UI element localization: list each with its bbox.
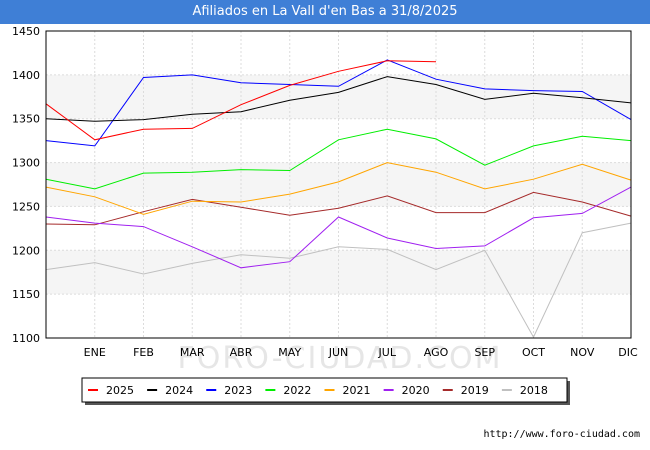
series-line-2023	[45, 59, 632, 147]
legend-label: 2018	[520, 384, 548, 397]
y-tick-label: 1150	[12, 288, 40, 301]
x-tick-label: FEB	[133, 346, 154, 359]
series-line-2022	[45, 128, 632, 190]
series-line-2018	[45, 222, 632, 339]
legend: 2025 2024 2023 2022 2021 2020 2019 2018	[81, 377, 570, 405]
series-line-2025	[45, 60, 437, 141]
legend-label: 2019	[461, 384, 489, 397]
x-tick-label: JUN	[328, 346, 349, 359]
legend-label: 2025	[106, 384, 134, 397]
x-axis-ticks: ENE FEB MAR ABR MAY JUN JUL AGO SEP OCT NOV DIC	[84, 346, 638, 359]
legend-label: 2022	[283, 384, 311, 397]
y-tick-label: 1450	[12, 25, 40, 38]
x-tick-label: OCT	[522, 346, 545, 359]
x-tick-label: ENE	[84, 346, 106, 359]
y-tick-label: 1400	[12, 69, 40, 82]
watermark: FORO-CIUDAD.COM	[178, 341, 503, 376]
x-tick-label: DIC	[618, 346, 638, 359]
x-tick-label: SEP	[474, 346, 495, 359]
y-tick-label: 1200	[12, 244, 40, 257]
legend-label: 2024	[165, 384, 193, 397]
x-tick-label: NOV	[570, 346, 595, 359]
y-tick-label: 1350	[12, 113, 40, 126]
x-tick-label: JUL	[378, 346, 397, 359]
y-tick-label: 1250	[12, 200, 40, 213]
legend-label: 2021	[343, 384, 371, 397]
y-tick-label: 1100	[12, 332, 40, 345]
series-line-2020	[45, 186, 632, 269]
x-tick-label: MAR	[180, 346, 205, 359]
series-line-2021	[45, 162, 632, 215]
chart-title: Afiliados en La Vall d'en Bas a 31/8/202…	[0, 0, 650, 24]
x-tick-label: MAY	[278, 346, 301, 359]
x-tick-label: AGO	[424, 346, 449, 359]
y-axis-ticks: 1100 1150 1200 1250 1300 1350 1400 1450	[12, 25, 40, 345]
legend-label: 2023	[224, 384, 252, 397]
legend-box	[81, 377, 568, 403]
y-tick-label: 1300	[12, 157, 40, 170]
x-tick-label: ABR	[230, 346, 253, 359]
legend-label: 2020	[402, 384, 430, 397]
series-line-2019	[45, 191, 632, 226]
series-lines	[45, 59, 632, 339]
series-line-2024	[45, 76, 632, 122]
footer-url[interactable]: http://www.foro-ciudad.com	[483, 429, 640, 440]
plot-frame	[45, 30, 632, 339]
